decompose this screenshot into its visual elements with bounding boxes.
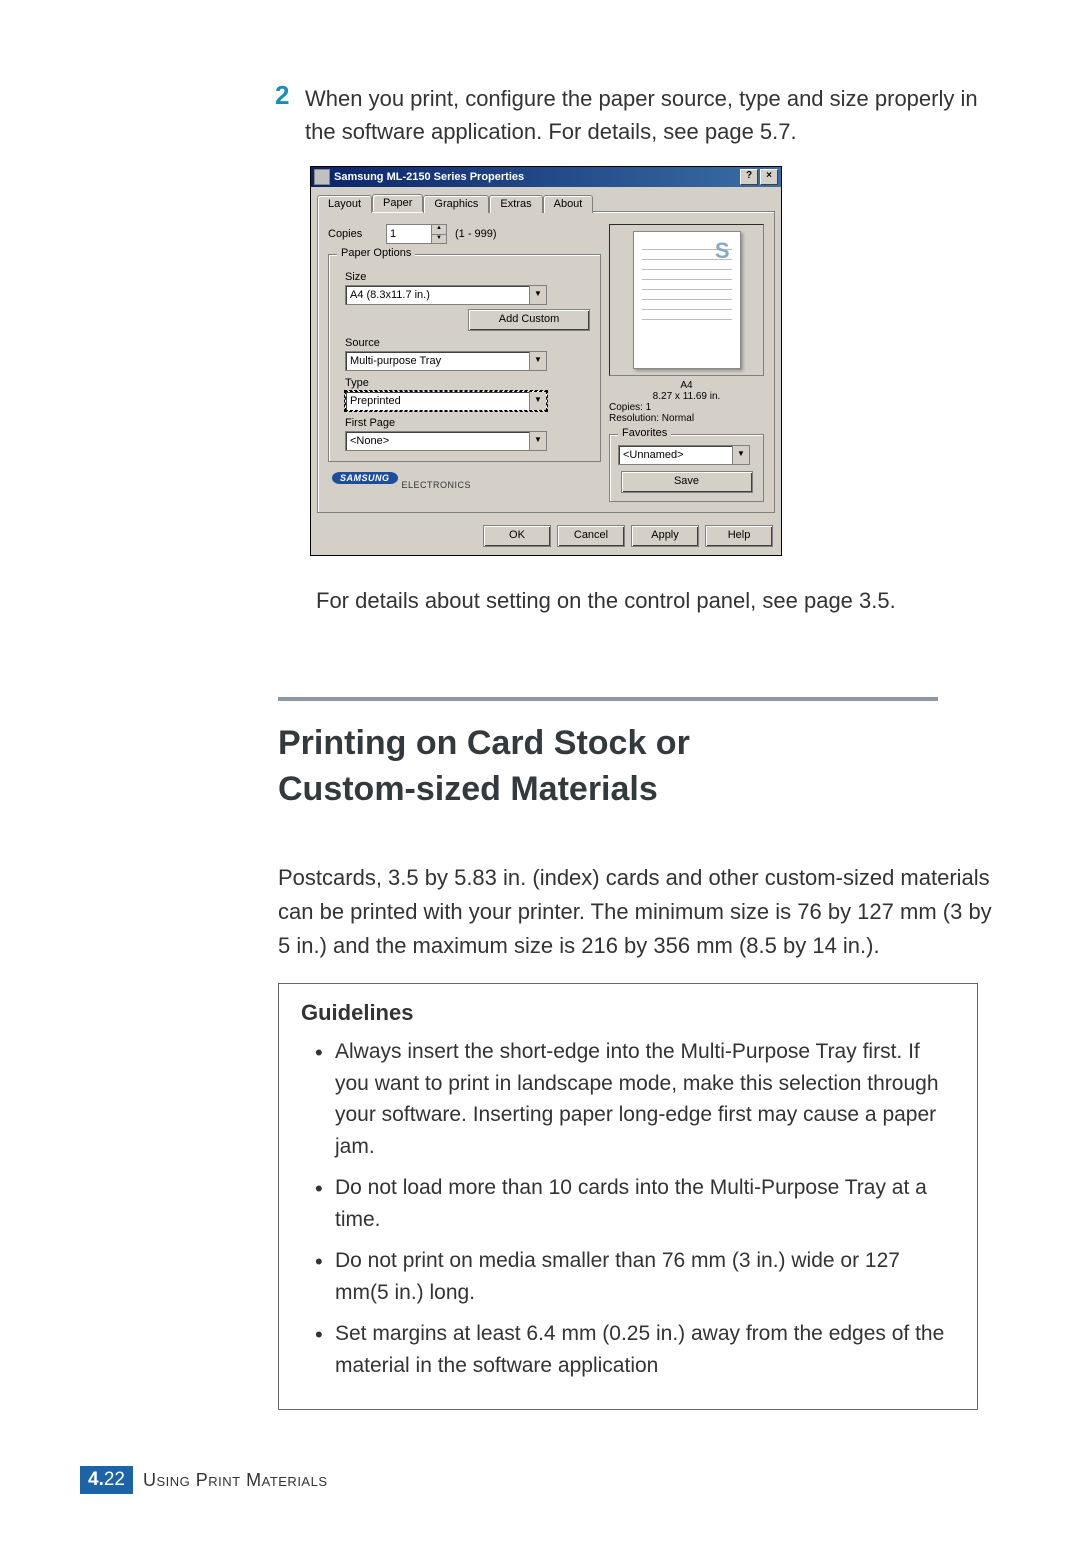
chevron-down-icon[interactable]: ▼ bbox=[529, 392, 546, 410]
ok-button[interactable]: OK bbox=[483, 525, 551, 547]
first-page-label: First Page bbox=[345, 417, 590, 429]
size-value: A4 (8.3x11.7 in.) bbox=[346, 286, 529, 304]
favorites-value: <Unnamed> bbox=[619, 446, 732, 464]
tab-extras[interactable]: Extras bbox=[489, 195, 542, 213]
section-title-line2: Custom-sized Materials bbox=[278, 770, 658, 808]
step-text: When you print, configure the paper sour… bbox=[305, 80, 1000, 148]
samsung-logo: SAMSUNG bbox=[332, 472, 398, 484]
chevron-down-icon[interactable]: ▼ bbox=[732, 446, 749, 464]
footer-page: 22 bbox=[104, 1469, 125, 1490]
add-custom-button[interactable]: Add Custom bbox=[468, 309, 590, 331]
titlebar: Samsung ML-2150 Series Properties ? × bbox=[311, 167, 781, 187]
guidelines-box: Guidelines Always insert the short-edge … bbox=[278, 983, 978, 1410]
source-combo[interactable]: Multi-purpose Tray ▼ bbox=[345, 351, 547, 371]
tab-panel: Copies ▲ ▼ (1 - 999) Paper Options Si bbox=[317, 211, 775, 513]
section-intro: Postcards, 3.5 by 5.83 in. (index) cards… bbox=[278, 861, 1000, 963]
cancel-button[interactable]: Cancel bbox=[557, 525, 625, 547]
chevron-down-icon[interactable]: ▼ bbox=[529, 286, 546, 304]
favorites-group: Favorites <Unnamed> ▼ Save bbox=[609, 434, 764, 502]
help-button[interactable]: Help bbox=[705, 525, 773, 547]
post-dialog-paragraph: For details about setting on the control… bbox=[316, 584, 1000, 617]
guideline-item: Do not print on media smaller than 76 mm… bbox=[319, 1245, 955, 1308]
favorites-combo[interactable]: <Unnamed> ▼ bbox=[618, 445, 750, 465]
step-number: 2 bbox=[275, 80, 305, 148]
size-label: Size bbox=[345, 271, 590, 283]
tab-paper[interactable]: Paper bbox=[372, 194, 423, 212]
copies-range: (1 - 999) bbox=[455, 228, 497, 240]
preview-resolution: Resolution: Normal bbox=[609, 413, 764, 424]
section-rule bbox=[278, 697, 938, 701]
footer-chapter: 4. bbox=[88, 1469, 104, 1490]
properties-dialog: Samsung ML-2150 Series Properties ? × La… bbox=[310, 166, 782, 556]
titlebar-close-button[interactable]: × bbox=[760, 169, 778, 185]
type-combo[interactable]: Preprinted ▼ bbox=[345, 391, 547, 411]
copies-input[interactable] bbox=[386, 224, 431, 244]
guideline-item: Do not load more than 10 cards into the … bbox=[319, 1172, 955, 1235]
footer-label: Using Print Materials bbox=[143, 1470, 328, 1491]
tab-about[interactable]: About bbox=[543, 195, 594, 213]
footer-badge: 4.22 bbox=[80, 1466, 133, 1494]
copies-spin-up-icon[interactable]: ▲ bbox=[432, 225, 446, 235]
section-title: Printing on Card Stock or Custom-sized M… bbox=[278, 721, 1000, 813]
printer-icon bbox=[314, 169, 330, 185]
guideline-item: Set margins at least 6.4 mm (0.25 in.) a… bbox=[319, 1318, 955, 1381]
preview-page: S bbox=[633, 231, 741, 369]
first-page-value: <None> bbox=[346, 432, 529, 450]
preview-box: S bbox=[609, 224, 764, 376]
paper-options-legend: Paper Options bbox=[337, 247, 415, 259]
guideline-item: Always insert the short-edge into the Mu… bbox=[319, 1036, 955, 1162]
preview-s-letter: S bbox=[715, 238, 730, 264]
favorites-legend: Favorites bbox=[618, 427, 671, 439]
tab-graphics[interactable]: Graphics bbox=[423, 195, 489, 213]
chevron-down-icon[interactable]: ▼ bbox=[529, 352, 546, 370]
first-page-combo[interactable]: <None> ▼ bbox=[345, 431, 547, 451]
type-label: Type bbox=[345, 377, 590, 389]
preview-copies: Copies: 1 bbox=[609, 402, 764, 413]
source-value: Multi-purpose Tray bbox=[346, 352, 529, 370]
preview-paper-name: A4 bbox=[609, 380, 764, 391]
copies-spin-down-icon[interactable]: ▼ bbox=[432, 235, 446, 244]
guidelines-heading: Guidelines bbox=[301, 1000, 955, 1026]
chevron-down-icon[interactable]: ▼ bbox=[529, 432, 546, 450]
samsung-sublabel: ELECTRONICS bbox=[402, 480, 472, 490]
tab-strip: Layout Paper Graphics Extras About bbox=[317, 193, 775, 211]
source-label: Source bbox=[345, 337, 590, 349]
preview-paper-dims: 8.27 x 11.69 in. bbox=[609, 391, 764, 402]
copies-spinner[interactable]: ▲ ▼ bbox=[386, 224, 447, 244]
titlebar-help-button[interactable]: ? bbox=[740, 169, 758, 185]
copies-label: Copies bbox=[328, 228, 386, 240]
save-button[interactable]: Save bbox=[621, 471, 753, 493]
section-title-line1: Printing on Card Stock or bbox=[278, 724, 690, 762]
size-combo[interactable]: A4 (8.3x11.7 in.) ▼ bbox=[345, 285, 547, 305]
dialog-title: Samsung ML-2150 Series Properties bbox=[334, 171, 738, 183]
type-value: Preprinted bbox=[346, 392, 529, 410]
tab-layout[interactable]: Layout bbox=[317, 195, 372, 213]
paper-options-group: Paper Options Size A4 (8.3x11.7 in.) ▼ A… bbox=[328, 254, 601, 462]
apply-button[interactable]: Apply bbox=[631, 525, 699, 547]
